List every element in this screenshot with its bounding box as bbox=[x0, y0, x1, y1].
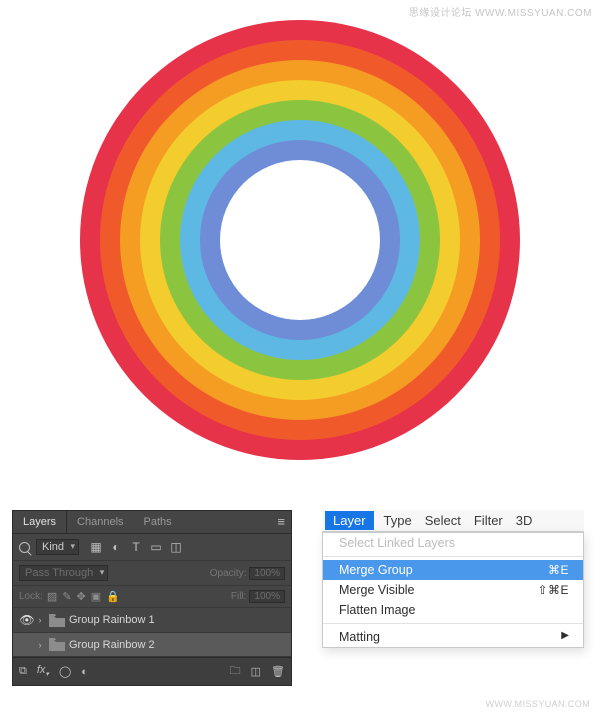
tab-channels[interactable]: Channels bbox=[67, 511, 133, 533]
menuitem-matting-label: Matting bbox=[339, 630, 380, 644]
rainbow-rings bbox=[80, 20, 520, 460]
layer-name: Group Rainbow 1 bbox=[69, 614, 155, 626]
menuitem-merge-group-label: Merge Group bbox=[339, 563, 413, 577]
search-icon bbox=[19, 542, 30, 553]
panel-menu-icon[interactable]: ≡ bbox=[271, 511, 291, 533]
menu-type[interactable]: Type bbox=[384, 513, 412, 528]
mac-menu: Layer Type Select Filter 3D Select Linke… bbox=[322, 510, 584, 686]
layer-list: 👁›Group Rainbow 1›Group Rainbow 2 bbox=[13, 608, 291, 657]
lock-brush-icon[interactable]: ✎ bbox=[62, 590, 71, 603]
filter-pixel-icon[interactable]: ▦ bbox=[89, 540, 103, 554]
menu-layer[interactable]: Layer bbox=[325, 511, 374, 530]
lock-artboard-icon[interactable]: ▣ bbox=[91, 590, 101, 603]
filter-smart-icon[interactable]: ◫ bbox=[169, 540, 183, 554]
link-icon[interactable]: ⧉ bbox=[19, 665, 27, 678]
menuitem-merge-group[interactable]: Merge Group ⌘E bbox=[323, 560, 583, 580]
fill-label: Fill: bbox=[231, 591, 247, 602]
menu-3d[interactable]: 3D bbox=[516, 513, 533, 528]
layers-panel: Layers Channels Paths ≡ Kind ▦ ◐ T ▭ ◫ P… bbox=[12, 510, 292, 686]
menuitem-flatten[interactable]: Flatten Image bbox=[323, 600, 583, 620]
disclosure-icon[interactable]: › bbox=[35, 615, 45, 625]
delete-icon[interactable]: 🗑 bbox=[271, 665, 285, 678]
tab-layers[interactable]: Layers bbox=[13, 511, 67, 533]
folder-icon bbox=[49, 638, 65, 651]
filter-type-icon[interactable]: T bbox=[129, 540, 143, 554]
lock-transparent-icon[interactable]: ▨ bbox=[47, 590, 57, 603]
canvas-area bbox=[0, 0, 600, 510]
lock-label: Lock: bbox=[19, 591, 43, 602]
filter-shape-icon[interactable]: ▭ bbox=[149, 540, 163, 554]
layer-row[interactable]: › Group Rainbow 2 bbox=[13, 633, 291, 657]
menubar: Layer Type Select Filter 3D bbox=[322, 510, 584, 532]
layer-filter-row: Kind ▦ ◐ T ▭ ◫ bbox=[13, 534, 291, 561]
folder-icon bbox=[49, 614, 65, 627]
menuitem-matting[interactable]: Matting ▶ bbox=[323, 627, 583, 647]
filter-kind-select[interactable]: Kind bbox=[36, 539, 79, 555]
layer-dropdown: Select Linked Layers Merge Group ⌘E Merg… bbox=[322, 532, 584, 648]
filter-adjust-icon[interactable]: ◐ bbox=[109, 540, 123, 554]
fill-value[interactable]: 100% bbox=[249, 590, 285, 603]
layers-panel-tabs: Layers Channels Paths ≡ bbox=[13, 511, 291, 534]
menuitem-merge-visible-label: Merge Visible bbox=[339, 583, 415, 597]
group-icon[interactable]: 🗀 bbox=[230, 662, 241, 681]
disclosure-icon[interactable]: › bbox=[35, 640, 45, 650]
lock-all-icon[interactable]: 🔒 bbox=[106, 590, 120, 603]
opacity-label: Opacity: bbox=[210, 568, 247, 579]
menu-separator bbox=[323, 623, 583, 624]
tab-paths[interactable]: Paths bbox=[134, 511, 182, 533]
menu-select[interactable]: Select bbox=[425, 513, 461, 528]
layer-row[interactable]: 👁› Group Rainbow 1 bbox=[13, 608, 291, 633]
merge-visible-shortcut: ⇧⌘E bbox=[537, 583, 569, 597]
new-layer-icon[interactable]: ◫ bbox=[251, 665, 261, 678]
watermark-bottom: WWW.MISSYUAN.COM bbox=[486, 699, 590, 709]
opacity-value[interactable]: 100% bbox=[249, 567, 285, 580]
layers-panel-footer: ⧉ fx▾ ◯ ◐ 🗀 ◫ 🗑 bbox=[13, 657, 291, 685]
fx-icon[interactable]: fx▾ bbox=[37, 664, 49, 678]
lock-position-icon[interactable]: ✥ bbox=[77, 590, 86, 603]
menu-separator bbox=[323, 556, 583, 557]
adjustment-icon[interactable]: ◐ bbox=[81, 666, 88, 678]
visibility-icon[interactable]: 👁 bbox=[19, 613, 35, 627]
blend-mode-select[interactable]: Pass Through bbox=[19, 565, 108, 581]
menuitem-select-linked: Select Linked Layers bbox=[323, 533, 583, 553]
menu-filter[interactable]: Filter bbox=[474, 513, 503, 528]
mask-icon[interactable]: ◯ bbox=[59, 665, 71, 678]
blend-row: Pass Through Opacity: 100% bbox=[13, 561, 291, 586]
lock-row: Lock: ▨ ✎ ✥ ▣ 🔒 Fill: 100% bbox=[13, 586, 291, 608]
merge-group-shortcut: ⌘E bbox=[548, 563, 569, 577]
submenu-indicator-icon: ▶ bbox=[561, 630, 569, 644]
rainbow-hole bbox=[220, 160, 380, 320]
menuitem-merge-visible[interactable]: Merge Visible ⇧⌘E bbox=[323, 580, 583, 600]
layer-name: Group Rainbow 2 bbox=[69, 639, 155, 651]
